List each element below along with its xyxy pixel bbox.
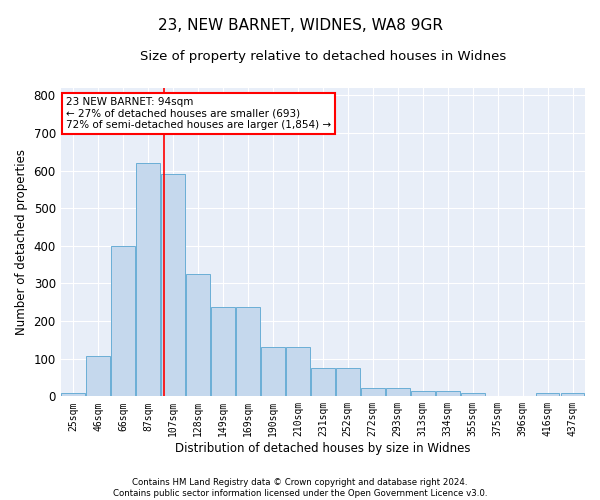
- Bar: [286, 348, 310, 397]
- Bar: [86, 356, 110, 397]
- Text: 23, NEW BARNET, WIDNES, WA8 9GR: 23, NEW BARNET, WIDNES, WA8 9GR: [157, 18, 443, 32]
- Bar: [311, 368, 335, 396]
- Bar: [211, 307, 235, 396]
- Y-axis label: Number of detached properties: Number of detached properties: [15, 149, 28, 335]
- Title: Size of property relative to detached houses in Widnes: Size of property relative to detached ho…: [140, 50, 506, 63]
- Bar: [436, 390, 460, 396]
- Text: 23 NEW BARNET: 94sqm
← 27% of detached houses are smaller (693)
72% of semi-deta: 23 NEW BARNET: 94sqm ← 27% of detached h…: [66, 97, 331, 130]
- Bar: [461, 394, 485, 396]
- Bar: [111, 246, 135, 396]
- Bar: [186, 274, 210, 396]
- Bar: [161, 174, 185, 396]
- Bar: [336, 368, 359, 396]
- Bar: [361, 388, 385, 396]
- Text: Contains HM Land Registry data © Crown copyright and database right 2024.
Contai: Contains HM Land Registry data © Crown c…: [113, 478, 487, 498]
- X-axis label: Distribution of detached houses by size in Widnes: Distribution of detached houses by size …: [175, 442, 470, 455]
- Bar: [536, 394, 559, 396]
- Bar: [261, 348, 285, 397]
- Bar: [61, 394, 85, 396]
- Bar: [560, 394, 584, 396]
- Bar: [411, 390, 434, 396]
- Bar: [386, 388, 410, 396]
- Bar: [236, 307, 260, 396]
- Bar: [136, 163, 160, 396]
